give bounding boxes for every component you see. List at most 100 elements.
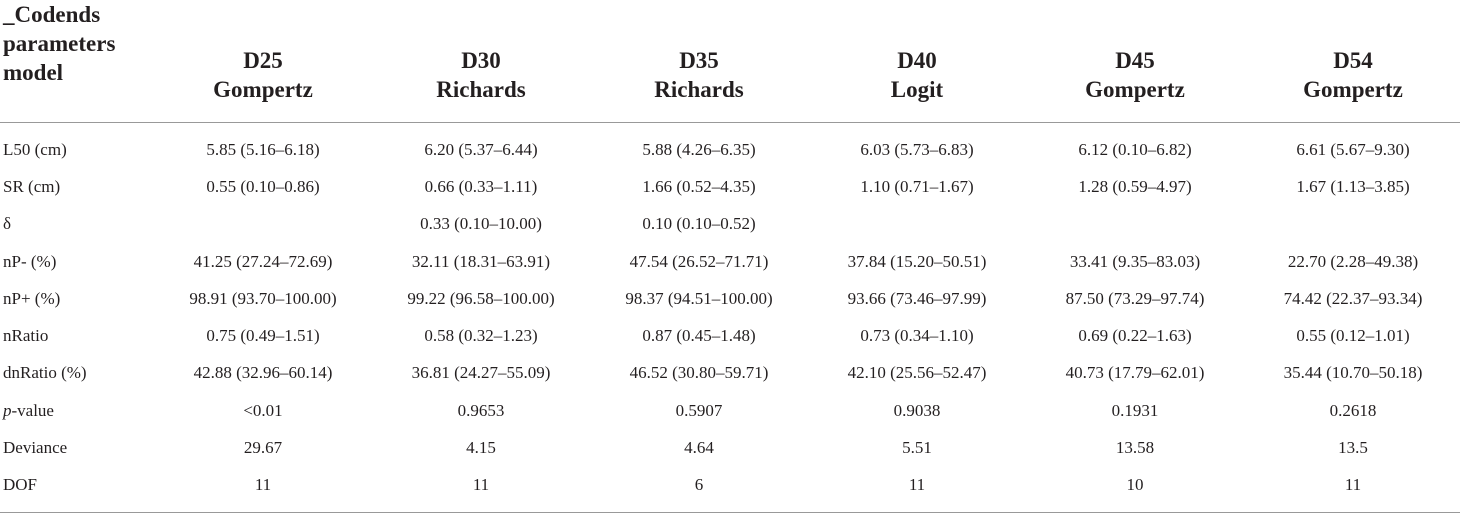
table-row: DOF 11 11 6 11 10 11 [0, 466, 1460, 513]
model-name: Gompertz [1085, 77, 1185, 102]
row-label: nP+ (%) [3, 288, 61, 308]
table-cell [154, 206, 372, 243]
column-header-d54: D54 Gompertz [1244, 0, 1460, 123]
table-cell: 1.66 (0.52–4.35) [642, 176, 756, 196]
table-cell: 0.73 (0.34–1.10) [860, 326, 974, 346]
table-cell: 0.9653 [457, 400, 505, 420]
row-label-italic: p [3, 400, 12, 420]
table-cell: 10 [1026, 466, 1244, 513]
column-header-d30: D30 Richards [372, 0, 590, 123]
row-label: SR (cm) [3, 176, 61, 196]
table-cell: 11 [808, 466, 1026, 513]
corner-header-line: parameters [3, 31, 116, 56]
table-row: SR (cm) 0.55 (0.10–0.86) 0.66 (0.33–1.11… [0, 168, 1460, 205]
model-name: Gompertz [1303, 77, 1403, 102]
row-label-rest: -value [11, 400, 54, 420]
table-row: L50 (cm) 5.85 (5.16–6.18) 6.20 (5.37–6.4… [0, 123, 1460, 169]
table-cell: 41.25 (27.24–72.69) [193, 251, 333, 271]
table-cell: 4.64 [684, 438, 714, 458]
table-cell: 99.22 (96.58–100.00) [407, 288, 555, 308]
table-cell: 0.1931 [1111, 400, 1159, 420]
column-header-d25: D25 Gompertz [154, 0, 372, 123]
corner-header: _Codends parameters model [0, 0, 154, 123]
corner-header-line: model [3, 60, 64, 85]
table-cell: 74.42 (22.37–93.34) [1283, 288, 1423, 308]
table-cell: 37.84 (15.20–50.51) [847, 251, 987, 271]
table-cell: 0.9038 [893, 400, 941, 420]
table-cell: 6.03 (5.73–6.83) [860, 139, 974, 159]
table-cell: 35.44 (10.70–50.18) [1283, 363, 1423, 383]
table-cell: 98.37 (94.51–100.00) [625, 288, 773, 308]
table-cell: 1.28 (0.59–4.97) [1078, 176, 1192, 196]
table-cell: 11 [372, 466, 590, 513]
table-cell: 1.10 (0.71–1.67) [860, 176, 974, 196]
model-name: Gompertz [213, 77, 313, 102]
table-cell: 6.61 (5.67–9.30) [1296, 139, 1410, 159]
column-header-d40: D40 Logit [808, 0, 1026, 123]
codend-name: D45 [1115, 48, 1155, 73]
row-label: Deviance [3, 438, 68, 458]
table-cell: 0.58 (0.32–1.23) [424, 326, 538, 346]
table-cell: 5.85 (5.16–6.18) [206, 139, 320, 159]
table-cell: 0.75 (0.49–1.51) [206, 326, 320, 346]
table-cell: 0.87 (0.45–1.48) [642, 326, 756, 346]
table-cell: 36.81 (24.27–55.09) [411, 363, 551, 383]
table-cell: 11 [1244, 466, 1460, 513]
codend-name: D54 [1333, 48, 1373, 73]
table-cell: 40.73 (17.79–62.01) [1065, 363, 1205, 383]
row-label: dnRatio (%) [3, 363, 87, 383]
row-label: δ [3, 214, 12, 234]
table-cell: 0.33 (0.10–10.00) [420, 214, 542, 234]
table-cell: 4.15 [466, 438, 496, 458]
column-header-d35: D35 Richards [590, 0, 808, 123]
table-cell: 1.67 (1.13–3.85) [1296, 176, 1410, 196]
table-cell: 0.10 (0.10–0.52) [642, 214, 756, 234]
table-cell: 46.52 (30.80–59.71) [629, 363, 769, 383]
codend-name: D30 [461, 48, 501, 73]
row-label: nP- (%) [3, 251, 57, 271]
row-label: L50 (cm) [3, 139, 67, 159]
header-row: _Codends parameters model D25 Gompertz D… [0, 0, 1460, 123]
table-cell: 0.66 (0.33–1.11) [424, 176, 538, 196]
table-cell: 47.54 (26.52–71.71) [629, 251, 769, 271]
table-cell: 11 [154, 466, 372, 513]
table-cell: 5.88 (4.26–6.35) [642, 139, 756, 159]
model-name: Richards [654, 77, 744, 102]
table-cell: 13.58 [1115, 438, 1155, 458]
table-cell: 33.41 (9.35–83.03) [1069, 251, 1201, 271]
table-row: dnRatio (%) 42.88 (32.96–60.14) 36.81 (2… [0, 355, 1460, 392]
table-cell [1026, 206, 1244, 243]
table-cell: 5.51 [902, 438, 932, 458]
table-cell: 0.5907 [675, 400, 723, 420]
codend-name: D25 [243, 48, 283, 73]
model-name: Richards [436, 77, 526, 102]
table-row: nP- (%) 41.25 (27.24–72.69) 32.11 (18.31… [0, 243, 1460, 280]
table-row: p-value <0.01 0.9653 0.5907 0.9038 0.193… [0, 392, 1460, 429]
table-row: Deviance 29.67 4.15 4.64 5.51 13.58 13.5 [0, 429, 1460, 466]
row-label: nRatio [3, 326, 49, 346]
table-cell [1244, 206, 1460, 243]
codend-name: D40 [897, 48, 937, 73]
table-cell: 87.50 (73.29–97.74) [1065, 288, 1205, 308]
table-cell: 6.20 (5.37–6.44) [424, 139, 538, 159]
table-cell: 0.2618 [1329, 400, 1377, 420]
corner-header-line: _Codends [3, 2, 101, 27]
column-header-d45: D45 Gompertz [1026, 0, 1244, 123]
codend-name: D35 [679, 48, 719, 73]
table-cell: 93.66 (73.46–97.99) [847, 288, 987, 308]
table-cell [808, 206, 1026, 243]
row-label: p-value [0, 392, 154, 429]
table-cell: 22.70 (2.28–49.38) [1287, 251, 1419, 271]
table-cell: 6 [590, 466, 808, 513]
table-cell: 13.5 [1338, 438, 1368, 458]
table-cell: 98.91 (93.70–100.00) [189, 288, 337, 308]
table-cell: 32.11 (18.31–63.91) [411, 251, 551, 271]
table-cell: 0.55 (0.12–1.01) [1296, 326, 1410, 346]
table-cell: <0.01 [243, 400, 283, 420]
table-cell: 6.12 (0.10–6.82) [1078, 139, 1192, 159]
table-cell: 42.10 (25.56–52.47) [847, 363, 987, 383]
table-row: δ 0.33 (0.10–10.00) 0.10 (0.10–0.52) [0, 206, 1460, 243]
row-label: DOF [0, 466, 154, 513]
table-cell: 42.88 (32.96–60.14) [193, 363, 333, 383]
